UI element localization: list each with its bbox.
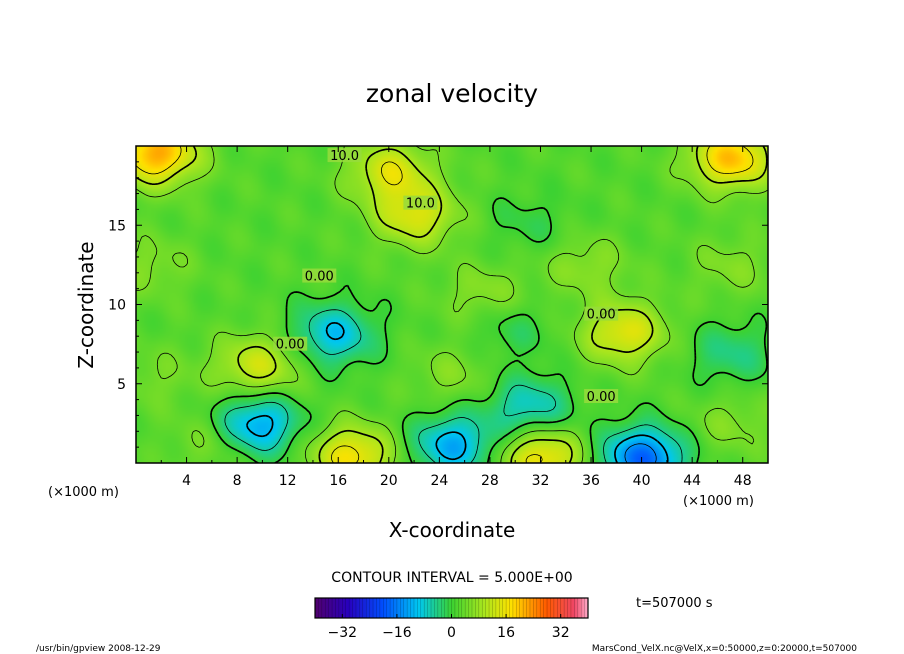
velocity-field-image [136, 146, 768, 463]
x-tick-label: 16 [329, 473, 347, 489]
colorbar-ticks: −32 −16 0 16 32 [328, 614, 570, 641]
y-tick-label: 10 [108, 298, 126, 314]
contour-line [624, 443, 657, 463]
x-tick-label: 8 [233, 473, 242, 489]
time-label: t=507000 s [636, 596, 713, 611]
contour-lines [136, 146, 768, 463]
contour-label-bg [273, 336, 308, 351]
x-axis-title: X-coordinate [389, 518, 516, 542]
colorbar-stripes [318, 598, 585, 618]
contour-label: 0.00 [276, 338, 305, 353]
x-tick-label: 36 [582, 473, 600, 489]
colorbar-tick-label: −16 [382, 625, 412, 641]
y-axis: 5 10 15 [108, 161, 768, 448]
chart-title: zonal velocity [366, 79, 538, 108]
x-unit-label-right: (×1000 m) [683, 494, 754, 509]
contour-label-bg [302, 268, 337, 283]
x-tick-label: 12 [279, 473, 297, 489]
contour-label: 10.0 [330, 149, 359, 164]
contour-labels: 10.0 10.0 0.00 0.00 0.00 0.00 [273, 148, 619, 405]
colorbar-tick-label: 32 [552, 625, 570, 641]
footer-left: /usr/bin/gpview 2008-12-29 [36, 644, 161, 654]
x-tick-label: 48 [734, 473, 752, 489]
contour-label-bg [584, 389, 619, 404]
contour-label-bg [584, 306, 619, 321]
y-axis-title: Z-coordinate [74, 241, 98, 368]
x-tick-label: 24 [430, 473, 448, 489]
x-tick-label: 20 [380, 473, 398, 489]
colorbar-tick-label: −32 [328, 625, 358, 641]
colorbar: −32 −16 0 16 32 [314, 597, 589, 641]
contour-line [136, 146, 754, 463]
contour-label: 0.00 [587, 390, 616, 405]
contour-line [136, 146, 768, 463]
y-tick-label: 15 [108, 218, 126, 234]
x-tick-label: 32 [532, 473, 550, 489]
y-tick-label: 5 [117, 377, 126, 393]
heatmap-field: 10.0 10.0 0.00 0.00 0.00 0.00 [136, 146, 768, 463]
contour-interval-text: CONTOUR INTERVAL = 5.000E+00 [331, 570, 572, 586]
contour-label: 0.00 [305, 270, 334, 285]
contour-label-bg [403, 195, 438, 210]
colorbar-gradient [315, 598, 588, 618]
colorbar-tick-label: 16 [497, 625, 515, 641]
x-tick-label: 44 [683, 473, 701, 489]
x-unit-label-left: (×1000 m) [48, 485, 119, 500]
contour-line [210, 197, 768, 463]
colorbar-tick-label: 0 [447, 625, 456, 641]
contour-line [136, 146, 768, 463]
x-axis: 4 8 12 16 20 24 28 32 36 40 44 48 [160, 146, 752, 489]
contour-line [224, 309, 683, 463]
contour-label-bg [327, 148, 362, 163]
x-tick-label: 4 [182, 473, 191, 489]
contour-label: 10.0 [406, 197, 435, 212]
footer-right: MarsCond_VelX.nc@VelX,x=0:50000,z=0:2000… [592, 644, 857, 654]
x-tick-label: 28 [481, 473, 499, 489]
x-tick-label: 40 [633, 473, 651, 489]
contour-label: 0.00 [587, 308, 616, 323]
